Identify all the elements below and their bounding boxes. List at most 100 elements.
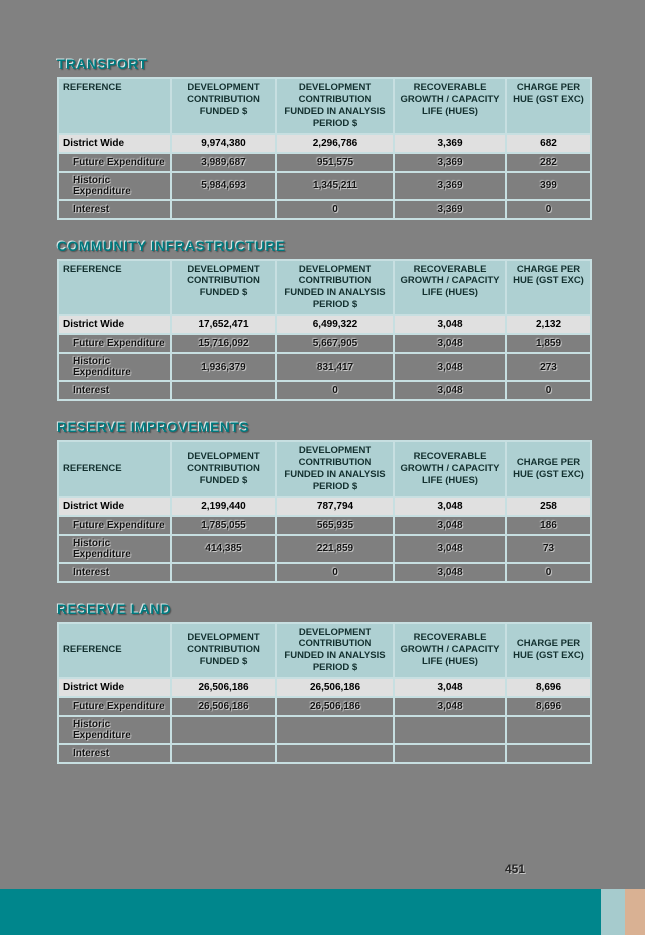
table-row: District Wide 17,652,471 6,499,322 3,048 2,1… [57,314,592,335]
table-row: District Wide 9,974,380 2,296,786 3,369 682 [57,132,592,154]
value-cell [393,743,507,764]
value-cell: 6,499,322 [275,314,395,335]
table-row: Interest [57,743,592,764]
value-cell: 273 [505,352,592,382]
value-cell: 15,716,092 [170,333,277,354]
section-community-infrastructure: COMMUNITY INFRASTRUCTURE REFERENCE DEVEL… [57,238,645,401]
value-cell: 1,785,055 [170,514,277,536]
value-cell [170,198,277,220]
value-cell: 565,935 [275,514,395,536]
row-label: Interest [57,743,172,764]
value-cell: 3,369 [393,151,507,173]
column-header-contribution-funded: DEVELOPMENT CONTRIBUTION FUNDED $ [170,258,277,316]
value-cell: 3,048 [393,561,507,583]
table-row: Future Expenditure 3,989,687 951,575 3,369 2… [57,151,592,173]
table-row: Historic Expenditure [57,715,592,745]
value-cell: 1,936,379 [170,352,277,382]
table-row: District Wide 26,506,186 26,506,186 3,048 8,… [57,677,592,698]
reserve-improvements-table: REFERENCE DEVELOPMENT CONTRIBUTION FUNDE… [57,440,592,583]
table-header-row: REFERENCE DEVELOPMENT CONTRIBUTION FUNDE… [57,258,592,316]
value-cell: 787,794 [275,495,395,517]
section-reserve-land: RESERVE LAND REFERENCE DEVELOPMENT CONTR… [57,601,645,764]
row-label: Future Expenditure [57,151,172,173]
value-cell: 3,048 [393,514,507,536]
value-cell [275,715,395,745]
section-transport: TRANSPORT REFERENCE DEVELOPMENT CONTRIBU… [57,56,645,220]
value-cell [170,561,277,583]
value-cell: 8,696 [505,696,592,717]
value-cell: 951,575 [275,151,395,173]
row-label: District Wide [57,132,172,154]
value-cell: 831,417 [275,352,395,382]
transport-table: REFERENCE DEVELOPMENT CONTRIBUTION FUNDE… [57,77,592,220]
column-header-charge-per-hue: CHARGE PER HUE (GST EXC) [505,621,592,679]
reserve-land-table: REFERENCE DEVELOPMENT CONTRIBUTION FUNDE… [57,621,592,764]
value-cell: 3,048 [393,380,507,401]
table-row: Interest 0 3,048 0 [57,561,592,583]
value-cell: 3,048 [393,677,507,698]
value-cell: 0 [275,198,395,220]
value-cell: 221,859 [275,533,395,564]
value-cell: 3,989,687 [170,151,277,173]
row-label: Future Expenditure [57,696,172,717]
value-cell: 3,048 [393,333,507,354]
row-label: District Wide [57,677,172,698]
value-cell: 17,652,471 [170,314,277,335]
row-label: Interest [57,561,172,583]
row-label: Historic Expenditure [57,533,172,564]
community-infrastructure-table: REFERENCE DEVELOPMENT CONTRIBUTION FUNDE… [57,258,592,401]
table-header-row: REFERENCE DEVELOPMENT CONTRIBUTION FUNDE… [57,621,592,679]
row-label: District Wide [57,495,172,517]
value-cell: 399 [505,170,592,201]
row-label: District Wide [57,314,172,335]
value-cell: 186 [505,514,592,536]
footer-tan-bar [625,889,645,935]
footer-light-blue-bar [601,889,625,935]
value-cell [505,743,592,764]
row-label: Historic Expenditure [57,352,172,382]
value-cell: 3,048 [393,533,507,564]
table-row: Historic Expenditure 414,385 221,859 3,048 7… [57,533,592,564]
table-header-row: REFERENCE DEVELOPMENT CONTRIBUTION FUNDE… [57,77,592,135]
column-header-funded-analysis-period: DEVELOPMENT CONTRIBUTION FUNDED IN ANALY… [275,440,395,498]
value-cell: 258 [505,495,592,517]
table-row: District Wide 2,199,440 787,794 3,048 258 [57,495,592,517]
row-label: Interest [57,380,172,401]
value-cell [505,715,592,745]
row-label: Interest [57,198,172,220]
value-cell [393,715,507,745]
value-cell: 3,048 [393,696,507,717]
column-header-recoverable-growth: RECOVERABLE GROWTH / CAPACITY LIFE (HUES… [393,440,507,498]
column-header-funded-analysis-period: DEVELOPMENT CONTRIBUTION FUNDED IN ANALY… [275,621,395,679]
column-header-recoverable-growth: RECOVERABLE GROWTH / CAPACITY LIFE (HUES… [393,258,507,316]
value-cell: 5,984,693 [170,170,277,201]
row-label: Future Expenditure [57,333,172,354]
table-row: Future Expenditure 26,506,186 26,506,186 3,… [57,696,592,717]
column-header-funded-analysis-period: DEVELOPMENT CONTRIBUTION FUNDED IN ANALY… [275,258,395,316]
table-row: Future Expenditure 15,716,092 5,667,905 3,0… [57,333,592,354]
value-cell: 26,506,186 [275,677,395,698]
value-cell [170,380,277,401]
column-header-reference: REFERENCE [57,258,172,316]
value-cell: 0 [275,380,395,401]
value-cell: 0 [505,561,592,583]
table-row: Historic Expenditure 5,984,693 1,345,211 3,… [57,170,592,201]
document-page: TRANSPORT REFERENCE DEVELOPMENT CONTRIBU… [57,56,645,764]
value-cell: 1,345,211 [275,170,395,201]
value-cell: 1,859 [505,333,592,354]
value-cell: 9,974,380 [170,132,277,154]
column-header-reference: REFERENCE [57,440,172,498]
table-row: Interest 0 3,369 0 [57,198,592,220]
column-header-reference: REFERENCE [57,621,172,679]
value-cell [170,715,277,745]
column-header-recoverable-growth: RECOVERABLE GROWTH / CAPACITY LIFE (HUES… [393,621,507,679]
column-header-charge-per-hue: CHARGE PER HUE (GST EXC) [505,440,592,498]
row-label: Historic Expenditure [57,170,172,201]
value-cell: 3,369 [393,198,507,220]
value-cell: 2,132 [505,314,592,335]
value-cell: 3,048 [393,314,507,335]
value-cell: 2,199,440 [170,495,277,517]
column-header-charge-per-hue: CHARGE PER HUE (GST EXC) [505,258,592,316]
value-cell: 73 [505,533,592,564]
row-label: Future Expenditure [57,514,172,536]
